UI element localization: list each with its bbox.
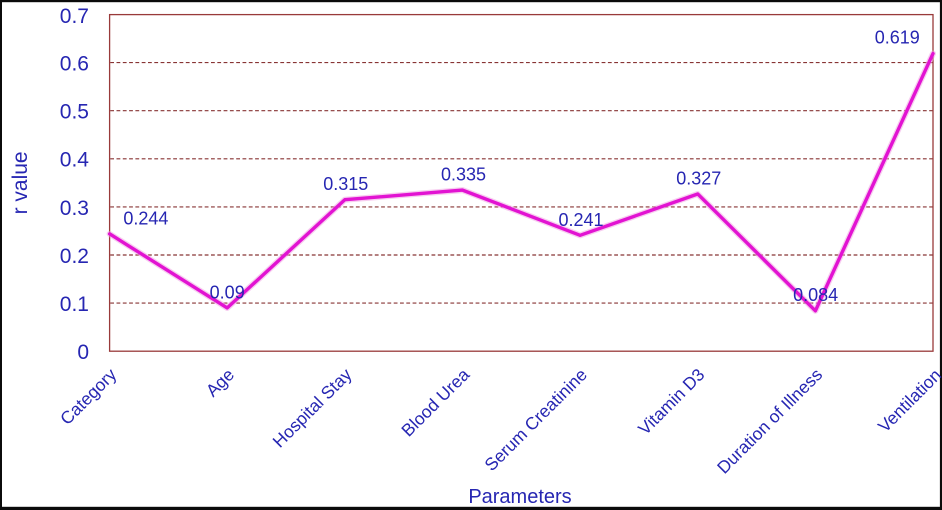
svg-text:Parameters: Parameters xyxy=(468,486,571,508)
svg-text:0.619: 0.619 xyxy=(875,28,920,48)
svg-text:0: 0 xyxy=(77,341,89,364)
svg-text:0.315: 0.315 xyxy=(323,174,368,194)
svg-text:0.244: 0.244 xyxy=(123,208,168,228)
svg-text:r value: r value xyxy=(9,151,32,214)
svg-text:0.3: 0.3 xyxy=(60,197,89,220)
svg-text:0.084: 0.084 xyxy=(793,285,838,305)
svg-text:0.241: 0.241 xyxy=(558,210,603,230)
svg-text:0.335: 0.335 xyxy=(441,165,486,185)
svg-text:0.09: 0.09 xyxy=(210,282,245,302)
svg-text:0.7: 0.7 xyxy=(60,5,89,28)
svg-text:0.2: 0.2 xyxy=(60,245,89,268)
svg-text:0.4: 0.4 xyxy=(60,149,90,172)
svg-text:0.327: 0.327 xyxy=(676,168,721,188)
svg-text:0.6: 0.6 xyxy=(60,53,89,76)
svg-text:0.5: 0.5 xyxy=(60,101,89,124)
svg-text:0.1: 0.1 xyxy=(60,293,89,316)
